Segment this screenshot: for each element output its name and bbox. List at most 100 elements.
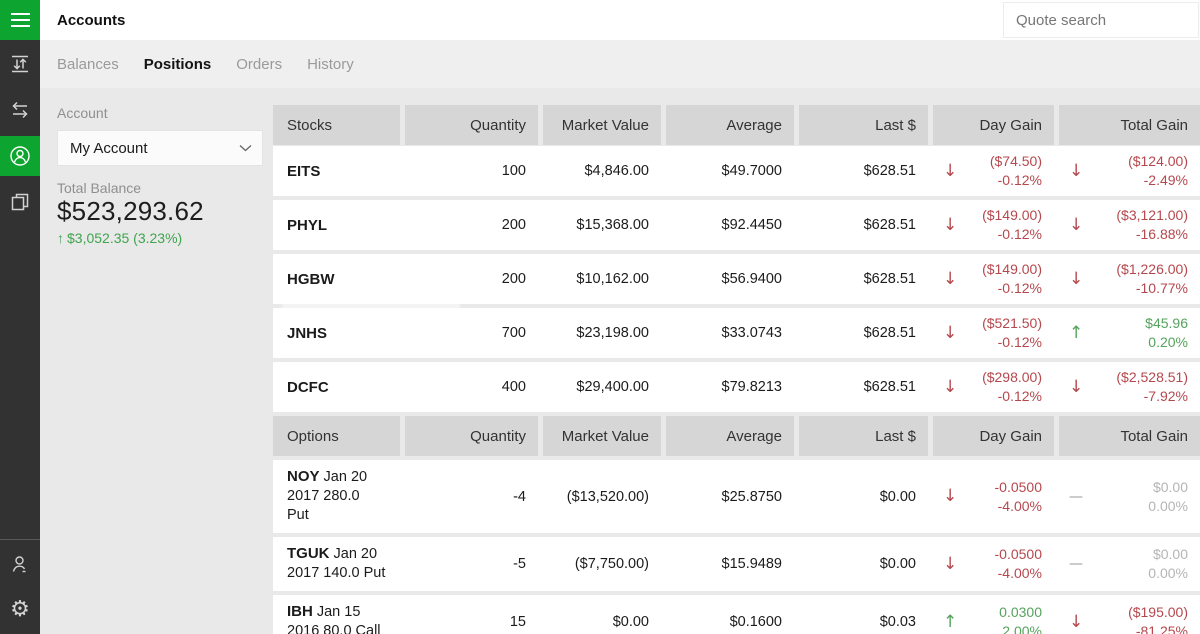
column-header-day-gain[interactable]: Day Gain [933, 105, 1054, 145]
account-dropdown[interactable]: My Account [57, 130, 263, 166]
down-arrow-icon: ↓ [1069, 214, 1084, 235]
day-gain-cell: ↓ ($521.50) -0.12% [933, 314, 1054, 352]
column-header-stocks[interactable]: Stocks [273, 105, 400, 145]
column-header-day-gain[interactable]: Day Gain [933, 416, 1054, 456]
average-value: $15.9489 [721, 556, 782, 572]
sidebar-item-settings[interactable]: ⚙ [0, 590, 40, 630]
hamburger-bar [10, 25, 30, 27]
gain-percent: -4.00% [997, 565, 1042, 581]
option-row-noy[interactable]: NOY Jan 20 2017 280.0 Put -4 ($13,520.00… [273, 460, 1200, 533]
gain-percent: -7.92% [1143, 388, 1188, 404]
gain-value: ($3,121.00) [1116, 207, 1188, 223]
last-price: $628.51 [863, 379, 916, 395]
quote-search-input[interactable] [1004, 11, 1200, 29]
gain-percent: -0.12% [997, 334, 1042, 350]
sidebar-item-trade[interactable] [0, 90, 40, 130]
column-header-market-value[interactable]: Market Value [543, 105, 661, 145]
market-value: ($13,520.00) [566, 488, 649, 505]
average-value: $49.7000 [721, 163, 782, 179]
total-gain-cell: — $0.00 0.00% [1059, 545, 1200, 583]
gain-value: 0.0300 [999, 604, 1042, 620]
column-header-total-gain[interactable]: Total Gain [1059, 416, 1200, 456]
gain-percent: -16.88% [1135, 226, 1188, 242]
last-price: $628.51 [863, 325, 916, 341]
account-dropdown-value: My Account [70, 139, 148, 157]
column-header-average[interactable]: Average [666, 416, 794, 456]
option-row-tguk[interactable]: TGUK Jan 20 2017 140.0 Put -5 ($7,750.00… [273, 537, 1200, 591]
total-gain-cell: ↓ ($3,121.00) -16.88% [1059, 206, 1200, 244]
market-value: $0.00 [612, 614, 649, 630]
sidebar-item-transfers[interactable] [0, 44, 40, 84]
total-gain-cell: ↓ ($195.00) -81.25% [1059, 603, 1200, 634]
gain-value: -0.0500 [994, 546, 1042, 562]
stock-row-hgbw[interactable]: HGBW 200 $10,162.00 $56.9400 $628.51 ↓ (… [273, 254, 1200, 304]
day-gain-cell: ↓ ($149.00) -0.12% [933, 206, 1054, 244]
down-arrow-icon: ↓ [943, 486, 958, 506]
stock-row-dcfc[interactable]: DCFC 400 $29,400.00 $79.8213 $628.51 ↓ (… [273, 362, 1200, 412]
dash-icon: — [1069, 488, 1083, 505]
quote-search-box [1003, 2, 1200, 38]
gain-value: $0.00 [1152, 478, 1188, 495]
gain-percent: 2.00% [1002, 623, 1042, 634]
page-title: Accounts [57, 11, 126, 29]
tab-history[interactable]: History [307, 55, 354, 73]
column-header-average[interactable]: Average [666, 105, 794, 145]
gain-percent: -4.00% [997, 497, 1042, 514]
option-description: Jan 20 2017 140.0 Put [287, 546, 386, 581]
stock-row-jnhs[interactable]: JNHS 700 $23,198.00 $33.0743 $628.51 ↓ (… [273, 308, 1200, 358]
sidebar-item-accounts[interactable] [0, 136, 40, 176]
gain-percent: 0.00% [1148, 497, 1188, 514]
sidebar-item-profile[interactable] [0, 544, 40, 584]
option-row-ibh[interactable]: IBH Jan 15 2016 80.0 Call 15 $0.00 $0.16… [273, 595, 1200, 634]
down-arrow-icon: ↓ [1069, 160, 1084, 181]
option-symbol: IBH [287, 603, 313, 620]
market-value: $23,198.00 [576, 325, 649, 341]
quantity-value: 200 [501, 217, 526, 233]
account-panel: Account My Account Total Balance $523,29… [40, 88, 273, 634]
tab-positions[interactable]: Positions [143, 55, 212, 73]
column-header-market-value[interactable]: Market Value [543, 416, 661, 456]
last-price: $628.51 [863, 217, 916, 233]
average-value: $56.9400 [721, 271, 782, 287]
column-header-last[interactable]: Last $ [799, 416, 928, 456]
total-balance-label: Total Balance [57, 180, 142, 196]
gain-percent: -0.12% [997, 388, 1042, 404]
stock-row-phyl[interactable]: PHYL 200 $15,368.00 $92.4450 $628.51 ↓ (… [273, 200, 1200, 250]
documents-icon [9, 191, 31, 213]
column-header-quantity[interactable]: Quantity [405, 416, 538, 456]
gain-value: $0.00 [1152, 546, 1188, 562]
average-value: $0.1600 [729, 614, 782, 630]
profile-icon [8, 552, 32, 576]
market-value: $4,846.00 [584, 163, 649, 179]
market-value: ($7,750.00) [574, 556, 649, 572]
total-gain-cell: ↑ $45.96 0.20% [1059, 314, 1200, 352]
hamburger-menu-button[interactable] [0, 0, 40, 40]
gain-value: ($521.50) [982, 315, 1042, 331]
column-header-quantity[interactable]: Quantity [405, 105, 538, 145]
stock-row-eits[interactable]: EITS 100 $4,846.00 $49.7000 $628.51 ↓ ($… [273, 146, 1200, 196]
trade-icon [9, 99, 31, 121]
last-price: $0.00 [879, 556, 916, 572]
gain-value: ($124.00) [1128, 153, 1188, 169]
sidebar-item-documents[interactable] [0, 182, 40, 222]
sidebar-divider [0, 539, 40, 540]
column-header-last[interactable]: Last $ [799, 105, 928, 145]
gain-percent: -2.49% [1143, 172, 1188, 188]
column-header-options[interactable]: Options [273, 416, 400, 456]
gain-value: ($1,226.00) [1116, 261, 1188, 277]
down-arrow-icon: ↓ [1069, 376, 1084, 397]
option-symbol: TGUK [287, 545, 330, 562]
option-symbol: NOY [287, 468, 320, 485]
last-price: $0.03 [879, 614, 916, 630]
stock-symbol: EITS [287, 162, 321, 180]
options-header-row: Options Quantity Market Value Average La… [273, 416, 1200, 456]
account-label: Account [57, 105, 108, 121]
settings-gear-icon: ⚙ [10, 597, 30, 622]
gain-percent: -0.12% [997, 280, 1042, 296]
column-header-total-gain[interactable]: Total Gain [1059, 105, 1200, 145]
tab-orders[interactable]: Orders [236, 55, 283, 73]
down-arrow-icon: ↓ [943, 268, 958, 289]
tab-balances[interactable]: Balances [57, 55, 119, 73]
average-value: $79.8213 [721, 379, 782, 395]
